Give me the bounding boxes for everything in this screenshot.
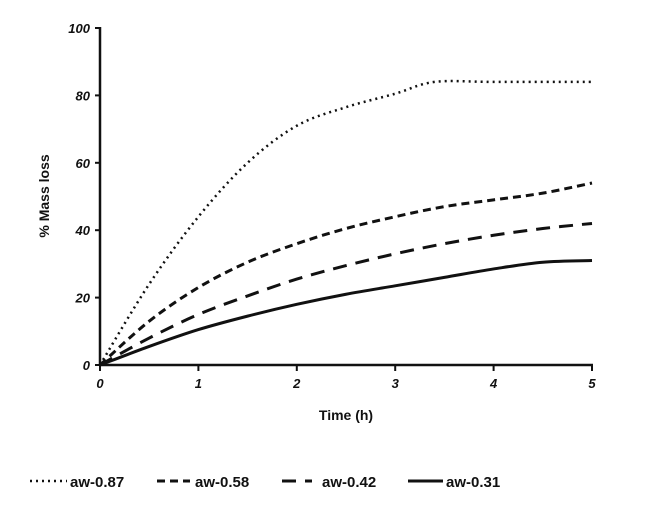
legend-label: aw-0.31 [446,474,500,491]
y-tick-label: 0 [83,358,91,373]
series-lines [98,79,593,367]
legend: aw-0.87 aw-0.58 aw-0.42 aw-0.31 [30,474,500,491]
x-tick-label: 2 [292,376,301,391]
x-axis-label: Time (h) [319,407,373,423]
y-tick-label: 80 [76,88,91,103]
x-tick-label: 1 [195,376,202,391]
x-tick-label: 3 [392,376,400,391]
series-line-aw-0.87 [98,79,592,366]
y-tick-label: 20 [75,291,91,306]
y-tick-label: 40 [75,223,91,238]
x-tick-label: 4 [489,376,498,391]
legend-label: aw-0.42 [322,474,376,491]
series-line-aw-0.58 [99,181,593,367]
y-tick-label: 100 [68,21,90,36]
series-line-aw-0.31 [99,259,593,367]
y-tick-label: 60 [76,156,91,171]
series-line-aw-0.42 [99,221,593,367]
x-tick-label: 0 [96,376,104,391]
axes: 0 20 40 60 80 100 0 1 2 3 4 5 [68,21,596,391]
x-tick-label: 5 [588,376,596,391]
legend-label: aw-0.58 [195,474,249,491]
legend-label: aw-0.87 [70,474,124,491]
y-axis-label: % Mass loss [36,154,52,237]
